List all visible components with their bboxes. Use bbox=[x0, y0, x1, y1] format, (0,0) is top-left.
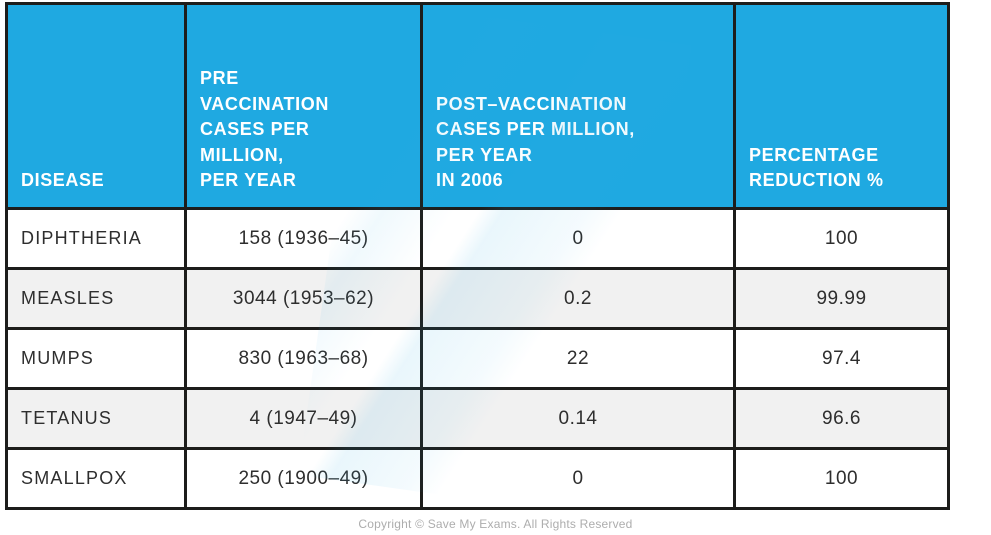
column-header-post-vaccination: POST–VACCINATION CASES PER MILLION, PER … bbox=[423, 5, 733, 207]
table-cell-pre: 3044 (1953–62) bbox=[187, 270, 420, 327]
column-header-disease: DISEASE bbox=[8, 5, 184, 207]
table-cell-post: 0.14 bbox=[423, 390, 733, 447]
table-cell-post: 0 bbox=[423, 210, 733, 267]
copyright-text: Copyright © Save My Exams. All Rights Re… bbox=[358, 517, 633, 531]
table-cell-post: 0 bbox=[423, 450, 733, 507]
table-cell-pre: 4 (1947–49) bbox=[187, 390, 420, 447]
table-cell-reduction: 96.6 bbox=[736, 390, 947, 447]
table-cell-disease: MEASLES bbox=[8, 270, 184, 327]
column-header-percentage-reduction: PERCENTAGE REDUCTION % bbox=[736, 5, 947, 207]
table-cell-reduction: 100 bbox=[736, 210, 947, 267]
table-cell-reduction: 100 bbox=[736, 450, 947, 507]
table-cell-post: 22 bbox=[423, 330, 733, 387]
table-cell-pre: 250 (1900–49) bbox=[187, 450, 420, 507]
table-cell-disease: MUMPS bbox=[8, 330, 184, 387]
table-cell-disease: SMALLPOX bbox=[8, 450, 184, 507]
table-cell-disease: TETANUS bbox=[8, 390, 184, 447]
table-cell-post: 0.2 bbox=[423, 270, 733, 327]
table-cell-pre: 158 (1936–45) bbox=[187, 210, 420, 267]
vaccination-data-table: DISEASE PRE VACCINATION CASES PER MILLIO… bbox=[5, 2, 950, 510]
table-cell-reduction: 99.99 bbox=[736, 270, 947, 327]
table-cell-reduction: 97.4 bbox=[736, 330, 947, 387]
column-header-pre-vaccination: PRE VACCINATION CASES PER MILLION, PER Y… bbox=[187, 5, 420, 207]
table-cell-pre: 830 (1963–68) bbox=[187, 330, 420, 387]
table-cell-disease: DIPHTHERIA bbox=[8, 210, 184, 267]
